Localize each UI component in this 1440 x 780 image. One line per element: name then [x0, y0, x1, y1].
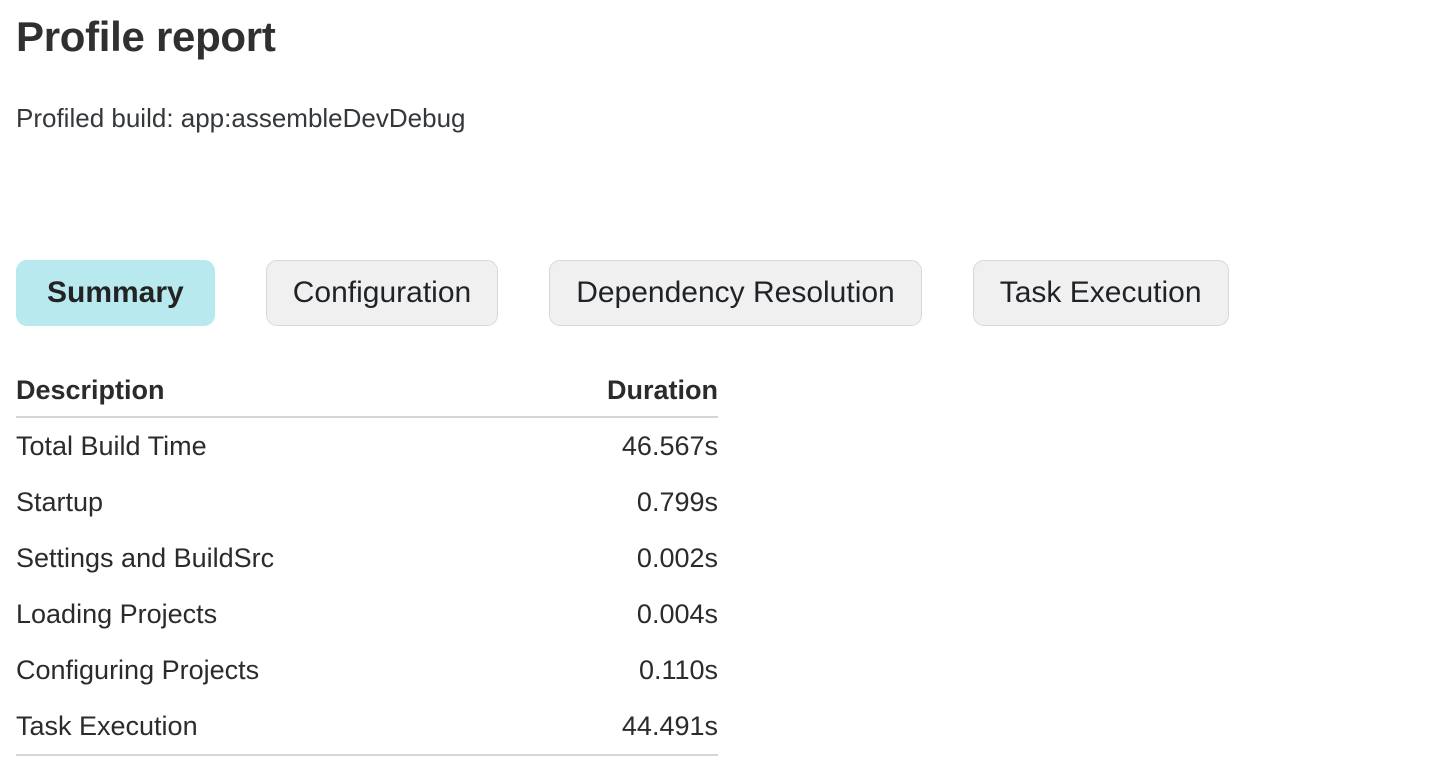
summary-table-body: Total Build Time 46.567s Startup 0.799s Sett…	[16, 417, 718, 756]
cell-description: Settings and BuildSrc	[16, 543, 275, 573]
table-row: Startup 0.799s	[16, 474, 718, 530]
table-row: Total Build Time 46.567s	[16, 417, 718, 474]
cell-description: Task Execution	[16, 698, 446, 756]
summary-table-head: Description Duration	[16, 374, 718, 418]
tab-task-execution[interactable]: Task Execution	[972, 260, 1229, 326]
report-tab-bar: Summary Configuration Dependency Resolutio…	[16, 260, 1229, 326]
table-row: Configuring Projects 0.110s	[16, 642, 718, 698]
table-row: Task Execution 44.491s	[16, 698, 718, 756]
cell-duration: 0.002s	[636, 543, 718, 573]
table-row: Settings and BuildSrc 0.002s	[16, 530, 718, 586]
cell-description: Loading Projects	[16, 599, 218, 629]
table-row: Loading Projects 0.004s	[16, 586, 718, 642]
cell-duration: 44.491s	[446, 698, 718, 756]
column-header-description: Description	[16, 374, 446, 418]
page-title: Profile report	[16, 13, 276, 60]
cell-duration: 0.110s	[638, 655, 718, 685]
column-header-duration: Duration	[446, 374, 718, 418]
profiled-build-subtitle: Profiled build: app:assembleDevDebug	[16, 103, 466, 133]
table-header-row: Description Duration	[16, 374, 718, 418]
cell-duration: 0.004s	[636, 599, 718, 629]
tab-configuration[interactable]: Configuration	[265, 260, 499, 326]
tab-summary[interactable]: Summary	[16, 260, 215, 326]
cell-description: Total Build Time	[16, 431, 207, 461]
cell-description: Configuring Projects	[16, 655, 260, 685]
cell-duration: 0.799s	[636, 487, 718, 517]
tab-dependency-resolution[interactable]: Dependency Resolution	[549, 260, 922, 326]
cell-duration: 46.567s	[621, 431, 718, 461]
summary-table: Description Duration Total Build Time 46.…	[16, 374, 718, 756]
cell-description: Startup	[16, 487, 104, 517]
